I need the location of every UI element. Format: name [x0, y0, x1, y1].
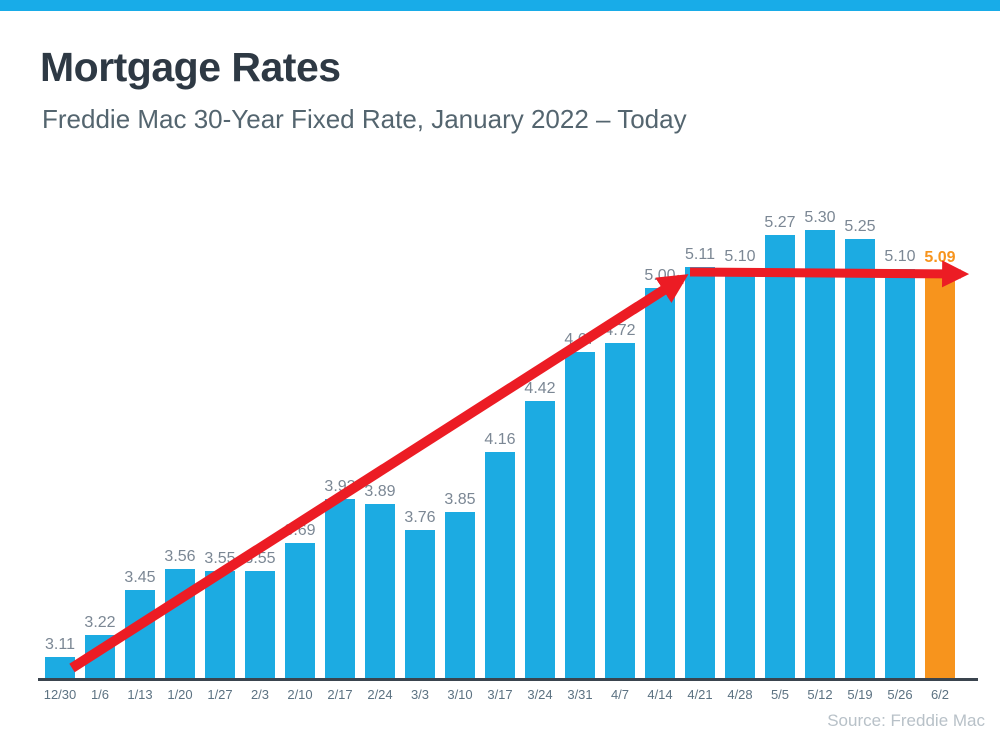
bar-column: 3.76 [400, 510, 440, 678]
bar-column: 4.67 [560, 332, 600, 678]
bar [485, 452, 515, 678]
x-tick-label: 2/10 [287, 687, 313, 702]
x-tick-label: 3/31 [567, 687, 593, 702]
bar-column: 3.69 [280, 523, 320, 678]
bar-chart: 3.11 3.22 3.45 3.56 3.55 3.55 3.69 3.92 3.89 3.76… [40, 196, 960, 678]
bar [445, 512, 475, 678]
bar-column: 3.22 [80, 615, 120, 678]
bar [365, 504, 395, 678]
bar [885, 269, 915, 678]
bar [165, 569, 195, 678]
bar-value-label: 4.42 [524, 380, 556, 397]
x-axis-labels: 12/30 1/6 1/13 1/20 1/27 2/3 2/10 2/17 2/24 3/3 3/… [40, 687, 960, 702]
bar [685, 267, 715, 678]
bar-column: 5.10 [720, 249, 760, 678]
bar-value-label: 5.00 [644, 267, 676, 284]
bar-column: 3.45 [120, 570, 160, 678]
bar [405, 530, 435, 678]
bar [205, 571, 235, 678]
bar-column: 5.25 [840, 219, 880, 678]
bar-column: 4.72 [600, 323, 640, 678]
bar-column: 3.85 [440, 492, 480, 678]
x-tick-label: 3/10 [447, 687, 473, 702]
bar [645, 288, 675, 678]
bar [925, 270, 955, 678]
bar-column: 3.92 [320, 479, 360, 678]
bar-value-label: 3.69 [284, 522, 316, 539]
bar-value-label: 3.11 [45, 636, 75, 653]
top-accent-strip [0, 0, 1000, 11]
x-tick-label: 1/20 [167, 687, 193, 702]
bar-column: 4.42 [520, 381, 560, 678]
bar-value-label: 3.89 [364, 483, 396, 500]
bar [565, 352, 595, 678]
x-tick-label: 1/6 [90, 687, 110, 702]
x-tick-label: 5/19 [847, 687, 873, 702]
x-tick-label: 12/30 [43, 687, 77, 702]
x-tick-label: 4/28 [727, 687, 753, 702]
bar-value-label: 3.85 [444, 491, 476, 508]
bar-column: 5.30 [800, 210, 840, 678]
bar-column: 5.09 [920, 250, 960, 678]
bar [805, 230, 835, 678]
bar-value-label: 3.56 [164, 548, 196, 565]
bar-value-label: 4.67 [564, 331, 596, 348]
bar-value-label: 5.10 [724, 248, 756, 265]
x-tick-label: 6/2 [930, 687, 950, 702]
bar-column: 5.27 [760, 215, 800, 678]
x-tick-label: 4/21 [687, 687, 713, 702]
bar-value-label: 3.55 [204, 550, 236, 567]
x-tick-label: 1/13 [127, 687, 153, 702]
bar [45, 657, 75, 678]
x-tick-label: 5/26 [887, 687, 913, 702]
bar-column: 3.11 [40, 637, 80, 678]
bar-value-label: 3.22 [84, 614, 116, 631]
source-credit: Source: Freddie Mac [827, 711, 985, 730]
bar-value-label: 4.16 [484, 431, 516, 448]
bar-column: 5.00 [640, 268, 680, 678]
bar-value-label: 3.92 [324, 478, 356, 495]
x-tick-label: 5/5 [770, 687, 790, 702]
bar-value-label: 3.55 [244, 550, 276, 567]
bar [245, 571, 275, 678]
x-tick-label: 1/27 [207, 687, 233, 702]
x-tick-label: 2/3 [250, 687, 270, 702]
bar-column: 3.56 [160, 549, 200, 678]
bar [285, 543, 315, 678]
x-axis-line [38, 678, 978, 681]
bar [85, 635, 115, 678]
bar-column: 5.10 [880, 249, 920, 678]
x-tick-label: 2/24 [367, 687, 393, 702]
bar [605, 343, 635, 678]
page-title: Mortgage Rates [40, 44, 341, 90]
x-tick-label: 3/24 [527, 687, 553, 702]
bar-value-label: 3.76 [404, 509, 436, 526]
x-tick-label: 2/17 [327, 687, 353, 702]
bar [725, 269, 755, 678]
bar [765, 235, 795, 678]
x-tick-label: 3/17 [487, 687, 513, 702]
bar-column: 4.16 [480, 432, 520, 678]
bar-value-label: 5.10 [884, 248, 916, 265]
x-tick-label: 4/7 [610, 687, 630, 702]
bar [125, 590, 155, 678]
bar-column: 3.55 [200, 551, 240, 678]
bar [325, 499, 355, 678]
x-tick-label: 3/3 [410, 687, 430, 702]
page-subtitle: Freddie Mac 30-Year Fixed Rate, January … [42, 104, 687, 134]
bar-column: 3.55 [240, 551, 280, 678]
bar-value-label: 5.25 [844, 218, 876, 235]
bar-value-label: 5.11 [685, 246, 715, 263]
bar-value-label: 3.45 [124, 569, 156, 586]
x-tick-label: 5/12 [807, 687, 833, 702]
bar-value-label: 5.27 [764, 214, 796, 231]
bar [845, 239, 875, 678]
bar-value-label: 4.72 [604, 322, 636, 339]
bar-column: 5.11 [680, 247, 720, 678]
bar-value-label: 5.30 [804, 209, 836, 226]
bar [525, 401, 555, 678]
x-tick-label: 4/14 [647, 687, 673, 702]
bar-column: 3.89 [360, 484, 400, 678]
bar-value-label: 5.09 [924, 249, 956, 266]
